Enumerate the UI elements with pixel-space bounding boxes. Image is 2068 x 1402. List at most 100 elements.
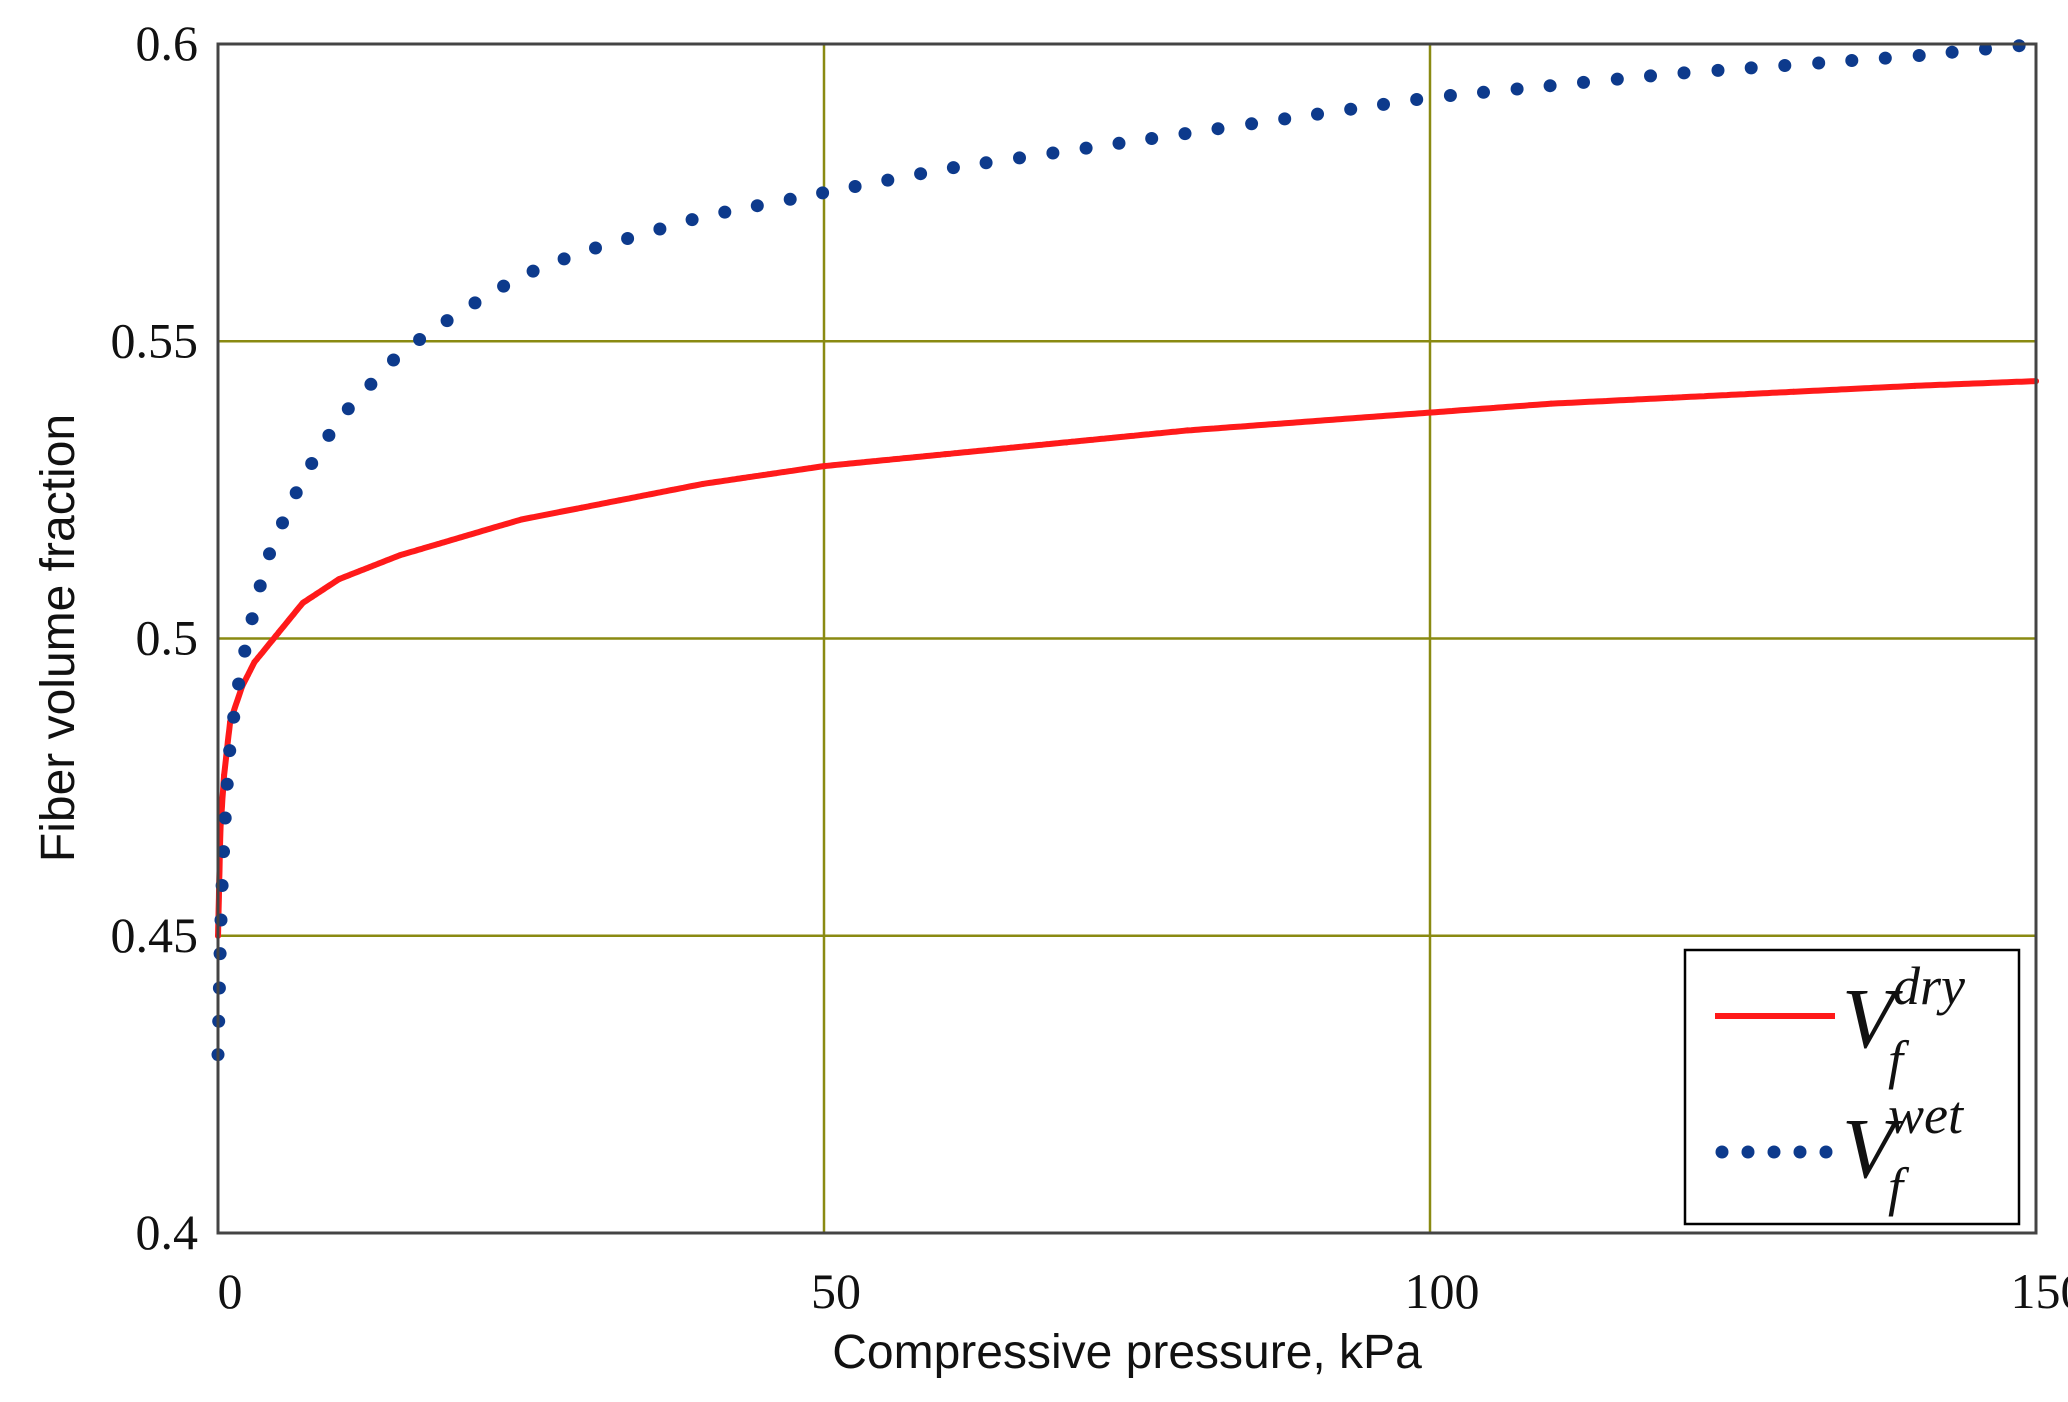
- series-dot-wet: [783, 192, 797, 206]
- series-dot-wet: [276, 516, 289, 530]
- legend-dot-wet: [1741, 1145, 1755, 1159]
- x-tick-label: 100: [1405, 1263, 1480, 1319]
- series-dot-wet: [223, 744, 237, 758]
- series-dot-wet: [1443, 89, 1457, 102]
- data-point-dry: [457, 534, 464, 541]
- legend-label-wet-main: V: [1842, 1100, 1903, 1196]
- series-dot-wet: [468, 296, 482, 310]
- legend-marker-wet: [1715, 1145, 1833, 1159]
- series-dot-wet: [1477, 85, 1490, 99]
- data-point-dry: [699, 480, 706, 487]
- data-point-dry: [578, 504, 585, 511]
- series-dot-wet: [263, 547, 276, 561]
- data-point-dry: [1790, 388, 1797, 395]
- series-dot-wet: [1410, 93, 1424, 106]
- data-point-dry: [396, 552, 403, 559]
- series-dot-wet: [881, 173, 895, 187]
- series-dot-wet: [1644, 69, 1657, 83]
- series-dot-wet: [1344, 102, 1358, 116]
- series-dot-wet: [497, 279, 511, 293]
- legend-dot-wet: [1793, 1145, 1807, 1159]
- series-dot-wet: [1377, 97, 1390, 111]
- series-dot-wet: [1543, 79, 1557, 93]
- series-dot-wet: [341, 402, 355, 416]
- series-dot-wet: [914, 167, 928, 181]
- y-tick-label: 0.4: [136, 1204, 199, 1260]
- series-dot-wet: [1677, 66, 1691, 80]
- data-point-dry: [336, 576, 343, 583]
- series-dot-wet: [653, 222, 667, 236]
- series-dot-wet: [413, 333, 427, 346]
- series-layer: [211, 39, 2039, 1062]
- grid-lines: [218, 44, 2036, 1233]
- series-dot-wet: [1145, 132, 1159, 145]
- series-dot-wet: [848, 180, 862, 193]
- y-tick-label: 0.45: [111, 907, 199, 963]
- data-point-dry: [1548, 400, 1555, 407]
- series-dot-wet: [979, 156, 993, 170]
- series-line-dry: [215, 378, 2039, 939]
- data-point-dry: [1305, 418, 1312, 425]
- data-point-dry: [1427, 409, 1433, 416]
- series-dot-wet: [218, 811, 232, 825]
- legend-label-wet-sup: wet: [1888, 1085, 1965, 1145]
- legend-label-dry-sup: dry: [1893, 956, 1965, 1016]
- series-dot-wet: [750, 199, 764, 213]
- series-dot-wet: [213, 947, 227, 961]
- series-dot-wet: [621, 232, 635, 245]
- data-point-dry: [251, 659, 258, 666]
- legend-entry-wet: V wet f: [1715, 1085, 1965, 1217]
- legend-box: [1683, 948, 2021, 1226]
- legend: V dry f V wet f: [1683, 948, 2021, 1226]
- series-dot-wet: [816, 186, 830, 200]
- series-dot-wet: [322, 428, 336, 442]
- series-dot-wet: [946, 161, 960, 175]
- series-dot-wet: [1211, 122, 1225, 136]
- series-dot-wet: [217, 845, 230, 859]
- series-dot-wet: [1112, 136, 1126, 150]
- series-dot-wet: [1878, 51, 1892, 65]
- series-dot-wet: [1711, 63, 1725, 77]
- legend-label-dry-main: V: [1842, 970, 1903, 1066]
- series-dot-wet: [1013, 151, 1026, 165]
- series-dot-wet: [718, 205, 732, 219]
- series-dot-wet: [1812, 56, 1826, 70]
- series-dot-wet: [1577, 75, 1590, 89]
- series-dot-wet: [557, 252, 571, 266]
- series-dot-wet: [214, 913, 228, 927]
- series-dot-wet: [1046, 146, 1060, 160]
- data-point-dry: [518, 516, 524, 523]
- series-dot-wet: [289, 486, 303, 500]
- series-dot-wet: [253, 579, 267, 593]
- data-point-dry: [1669, 394, 1676, 401]
- legend-dot-wet: [1767, 1145, 1781, 1159]
- series-dot-wet: [220, 777, 234, 791]
- y-tick-label: 0.5: [136, 610, 199, 666]
- y-axis-label: Fiber volume fraction: [32, 414, 85, 862]
- series-dot-wet: [305, 457, 319, 470]
- series-dot-wet: [387, 353, 400, 367]
- data-point-dry: [1184, 427, 1191, 434]
- series-dot-wet: [1912, 49, 1926, 62]
- y-tick-labels: 0.4 0.45 0.5 0.55 0.6: [111, 15, 199, 1260]
- data-point-dry: [1063, 439, 1070, 446]
- series-dot-wet: [238, 644, 252, 658]
- series-dot-wet: [1979, 42, 1992, 56]
- legend-dot-wet: [1819, 1145, 1833, 1159]
- series-dot-wet: [440, 314, 454, 328]
- series-dot-wet: [1744, 61, 1758, 75]
- series-dot-wet: [232, 677, 246, 691]
- data-point-dry: [221, 772, 228, 779]
- legend-dot-wet: [1715, 1145, 1729, 1159]
- series-dot-wet: [685, 213, 699, 227]
- series-dot-wet: [1278, 112, 1292, 126]
- data-point-dry: [1911, 382, 1918, 389]
- data-point-dry: [821, 463, 827, 470]
- y-tick-label: 0.55: [111, 312, 199, 368]
- series-dot-wet: [245, 612, 259, 626]
- series-dot-wet: [1945, 45, 1959, 59]
- series-dot-wet: [1778, 59, 1792, 72]
- x-tick-label: 50: [811, 1263, 861, 1319]
- series-dot-wet: [364, 377, 378, 391]
